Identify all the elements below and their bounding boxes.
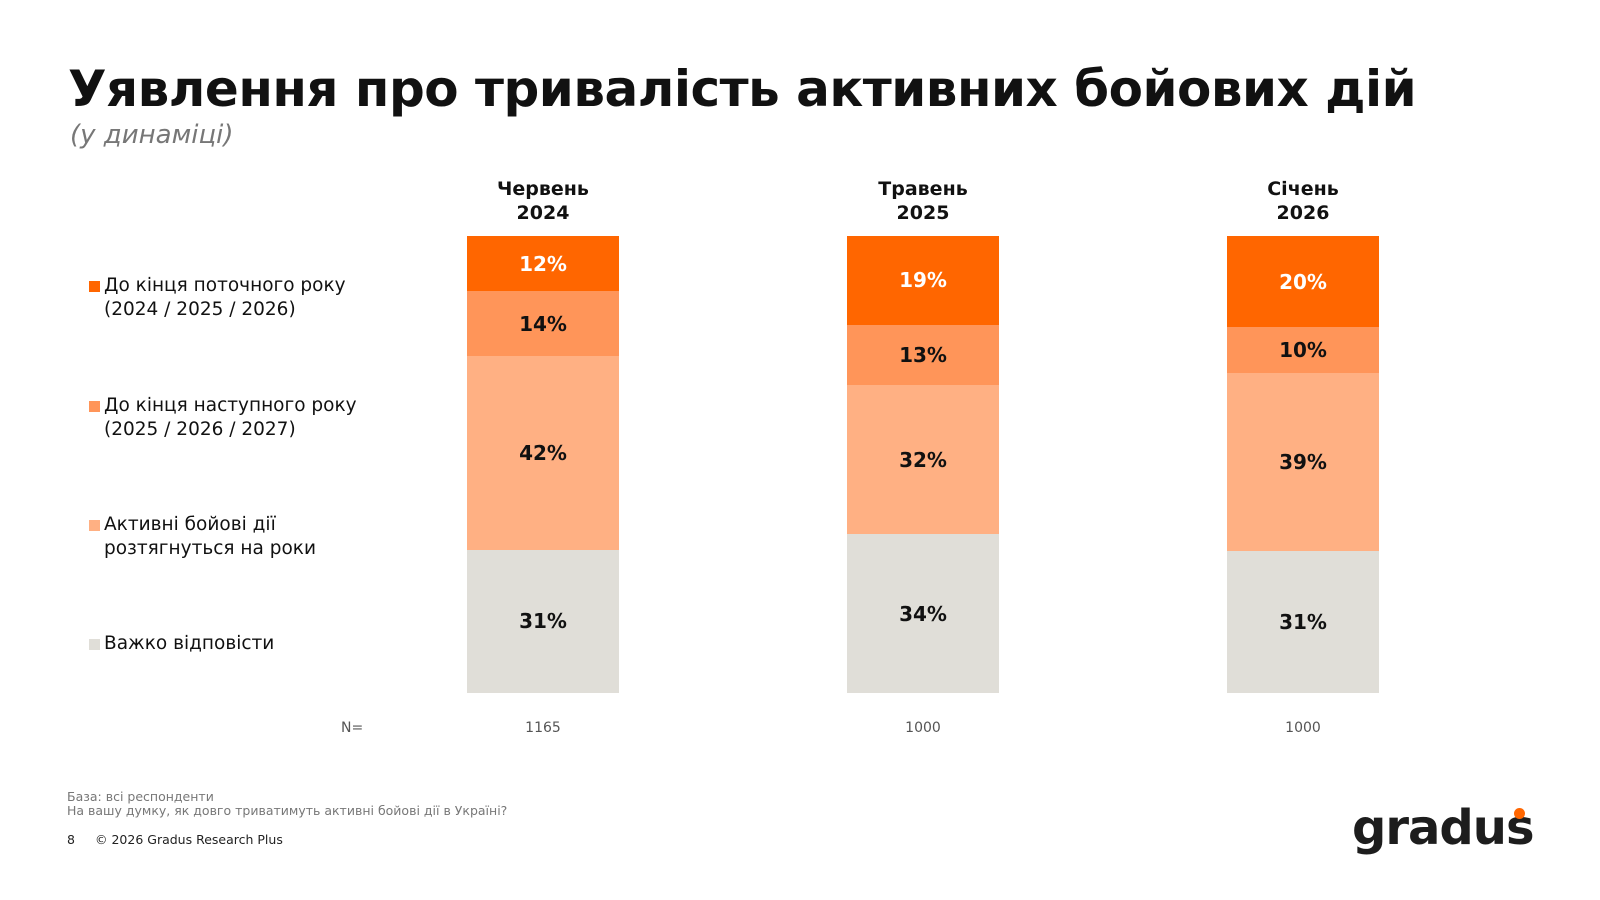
data-label: 14% (519, 311, 567, 336)
data-label: 42% (519, 440, 567, 465)
bar-segment: 42% (467, 356, 619, 550)
legend-item: Важко відповісти (89, 632, 274, 656)
category-label-line: Травень (878, 178, 968, 200)
legend-label: Активні бойові дії розтягнуться на роки (104, 513, 316, 561)
data-label: 10% (1279, 338, 1327, 363)
page-number: 8 (67, 832, 75, 847)
bar-segment: 31% (1227, 551, 1379, 693)
category-label-line: 2026 (1276, 202, 1330, 224)
legend-swatch (89, 281, 100, 292)
page-title: Уявлення про тривалість активних бойових… (68, 60, 1417, 118)
legend-label-line: розтягнуться на роки (104, 538, 317, 559)
legend-swatch (89, 401, 100, 412)
bar-segment: 13% (847, 324, 999, 386)
data-label: 31% (1279, 610, 1327, 635)
page-subtitle: (у динаміці) (70, 120, 234, 150)
category-label: Січень 2026 (1227, 177, 1379, 225)
bar-segment: 10% (1227, 327, 1379, 374)
legend-item: Активні бойові дії розтягнуться на роки (89, 513, 316, 561)
gradus-logo: gradus (1352, 800, 1535, 856)
bar-segment: 19% (847, 236, 999, 325)
legend-swatch (89, 639, 100, 650)
n-label: N= (341, 720, 364, 736)
copyright: © 2026 Gradus Research Plus (95, 832, 283, 847)
n-value: 1000 (905, 720, 941, 736)
category-label: Червень 2024 (467, 177, 619, 225)
bar-segment: 12% (467, 236, 619, 292)
data-label: 39% (1279, 450, 1327, 475)
bar-segment: 31% (467, 549, 619, 693)
legend-label-line: Важко відповісти (104, 633, 275, 654)
bar-segment: 32% (847, 385, 999, 535)
footnote-base: База: всі респонденти (67, 789, 214, 804)
bar-segment: 14% (467, 291, 619, 357)
legend-item: До кінця поточного року (2024 / 2025 / 20… (89, 274, 346, 322)
data-label: 32% (899, 447, 947, 472)
legend-label: Важко відповісти (104, 632, 274, 656)
legend-swatch (89, 520, 100, 531)
data-label: 13% (899, 342, 947, 367)
bar-segment: 34% (847, 534, 999, 693)
data-label: 12% (519, 251, 567, 276)
logo-dot (1514, 808, 1525, 819)
data-label: 19% (899, 268, 947, 293)
legend-label-line: (2025 / 2026 / 2027) (104, 419, 296, 440)
legend-label-line: До кінця поточного року (104, 275, 346, 296)
legend-label: До кінця наступного року (2025 / 2026 / 2… (104, 394, 357, 442)
legend-item: До кінця наступного року (2025 / 2026 / 2… (89, 394, 357, 442)
n-value: 1165 (525, 720, 561, 736)
data-label: 31% (519, 609, 567, 634)
data-label: 20% (1279, 269, 1327, 294)
bar-segment: 39% (1227, 373, 1379, 552)
footnote-question: На вашу думку, як довго триватимуть акти… (67, 803, 508, 818)
n-value: 1000 (1285, 720, 1321, 736)
legend-label-line: Активні бойові дії (104, 514, 276, 535)
category-label-line: 2024 (516, 202, 570, 224)
legend-label-line: (2024 / 2025 / 2026) (104, 299, 296, 320)
bar-segment: 20% (1227, 236, 1379, 328)
legend-label: До кінця поточного року (2024 / 2025 / 20… (104, 274, 346, 322)
category-label: Травень 2025 (847, 177, 999, 225)
category-label-line: 2025 (896, 202, 950, 224)
category-label-line: Червень (497, 178, 589, 200)
category-label-line: Січень (1267, 178, 1339, 200)
data-label: 34% (899, 601, 947, 626)
legend-label-line: До кінця наступного року (104, 395, 357, 416)
